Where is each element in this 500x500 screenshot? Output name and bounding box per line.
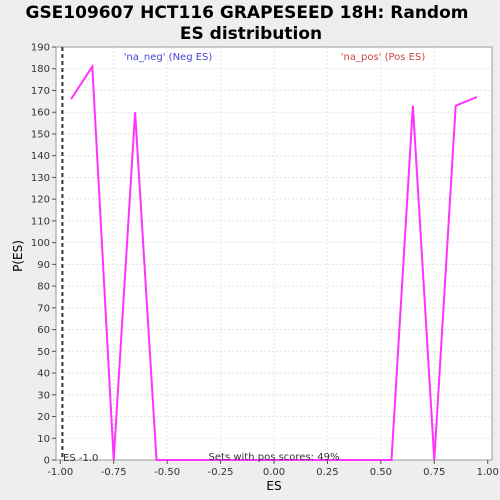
- y-tick-label: 80: [37, 282, 50, 293]
- y-axis-label: P(ES): [11, 240, 25, 272]
- y-tick-label: 30: [37, 390, 50, 401]
- y-tick-label: 20: [37, 412, 50, 423]
- annotation-neg-es: 'na_neg' (Neg ES): [124, 52, 213, 63]
- y-tick-label: 150: [31, 129, 50, 140]
- y-tick-label: 120: [31, 195, 50, 206]
- reference-line-label: ES -1.0: [63, 453, 98, 464]
- y-tick-label: 160: [31, 108, 50, 119]
- y-tick-label: 170: [31, 86, 50, 97]
- y-tick-label: 0: [44, 456, 50, 467]
- y-tick-label: 140: [31, 151, 50, 162]
- x-axis-label: ES: [266, 479, 281, 493]
- x-tick-label: 0.75: [423, 467, 445, 478]
- x-tick-label: -0.75: [101, 467, 127, 478]
- annotation-pos-scores: Sets with pos scores: 49%: [209, 452, 340, 463]
- grid-layer: [56, 47, 492, 460]
- y-tick-label: 70: [37, 303, 50, 314]
- x-tick-label: -0.25: [208, 467, 234, 478]
- x-tick-label: -1.00: [47, 467, 73, 478]
- y-tick-label: 50: [37, 347, 50, 358]
- x-tick-label: 0.00: [263, 467, 285, 478]
- y-tick-label: 10: [37, 434, 50, 445]
- x-axis: -1.00 -0.75 -0.50 -0.25 0.00 0.25 0.50 0.75 1.00: [47, 460, 499, 478]
- y-axis: 0 10 20 30 40 50 60 70 80 90 100 110 120 130 140 150 160…: [31, 43, 56, 467]
- x-tick-label: 1.00: [477, 467, 499, 478]
- y-tick-label: 130: [31, 173, 50, 184]
- x-tick-label: 0.50: [370, 467, 392, 478]
- chart-title-line-1: GSE109607 HCT116 GRAPESEED 18H: Random: [25, 3, 468, 23]
- y-tick-label: 40: [37, 369, 50, 380]
- x-tick-label: -0.50: [154, 467, 180, 478]
- y-tick-label: 90: [37, 260, 50, 271]
- y-tick-label: 60: [37, 325, 50, 336]
- chart-title-line-2: ES distribution: [180, 24, 322, 44]
- y-tick-label: 100: [31, 238, 50, 249]
- y-tick-label: 180: [31, 64, 50, 75]
- x-tick-label: 0.25: [316, 467, 338, 478]
- annotation-pos-es: 'na_pos' (Pos ES): [341, 52, 426, 63]
- y-tick-label: 190: [31, 43, 50, 54]
- y-tick-label: 110: [31, 216, 50, 227]
